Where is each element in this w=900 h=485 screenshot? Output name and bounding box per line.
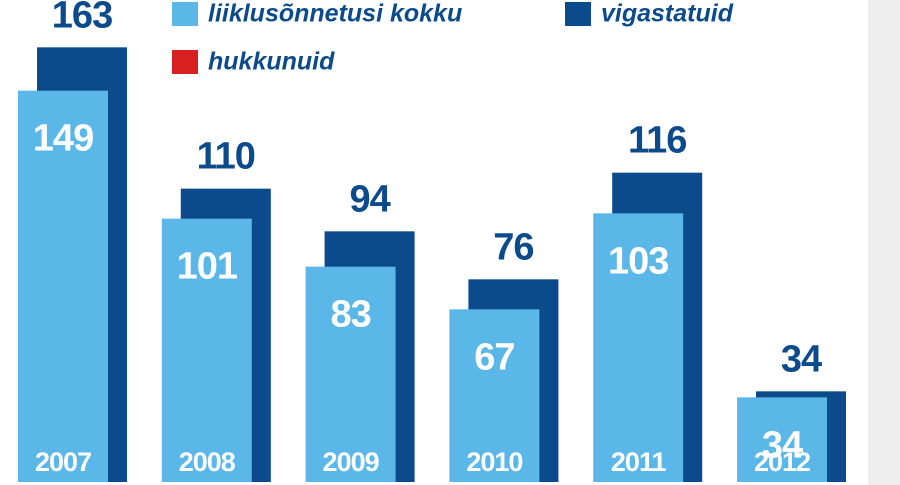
bar bbox=[305, 266, 396, 482]
x-tick-label: 2010 bbox=[466, 447, 522, 477]
data-label: 34 bbox=[762, 424, 803, 466]
data-label: 67 bbox=[474, 336, 514, 378]
bar bbox=[593, 213, 684, 483]
x-tick-label: 2008 bbox=[179, 447, 236, 477]
data-label: 34 bbox=[781, 338, 822, 380]
bar bbox=[449, 309, 540, 482]
x-tick-label: 2007 bbox=[35, 447, 91, 477]
legend-swatch bbox=[172, 2, 198, 26]
legend-label: vigastatuid bbox=[601, 0, 734, 28]
legend-swatch bbox=[565, 2, 591, 26]
data-label: 163 bbox=[52, 0, 112, 36]
data-label: 76 bbox=[493, 226, 533, 268]
data-label: 110 bbox=[197, 136, 255, 178]
bar bbox=[737, 397, 827, 482]
bar bbox=[18, 90, 108, 483]
data-label: 149 bbox=[33, 118, 93, 160]
data-label: 83 bbox=[330, 294, 370, 336]
x-tick-label: 2012 bbox=[754, 447, 810, 477]
data-label: 103 bbox=[608, 240, 668, 282]
side-panel bbox=[868, 0, 900, 485]
x-tick-label: 2011 bbox=[611, 447, 667, 477]
data-label: 101 bbox=[177, 246, 238, 288]
bar bbox=[161, 218, 252, 482]
legend-label: liiklusõnnetusi kokku bbox=[208, 0, 462, 28]
data-label: 116 bbox=[628, 120, 686, 162]
legend-swatch bbox=[172, 50, 198, 74]
legend-label: hukkunuid bbox=[208, 48, 335, 76]
data-label: 94 bbox=[349, 178, 390, 220]
x-tick-label: 2009 bbox=[323, 447, 380, 477]
